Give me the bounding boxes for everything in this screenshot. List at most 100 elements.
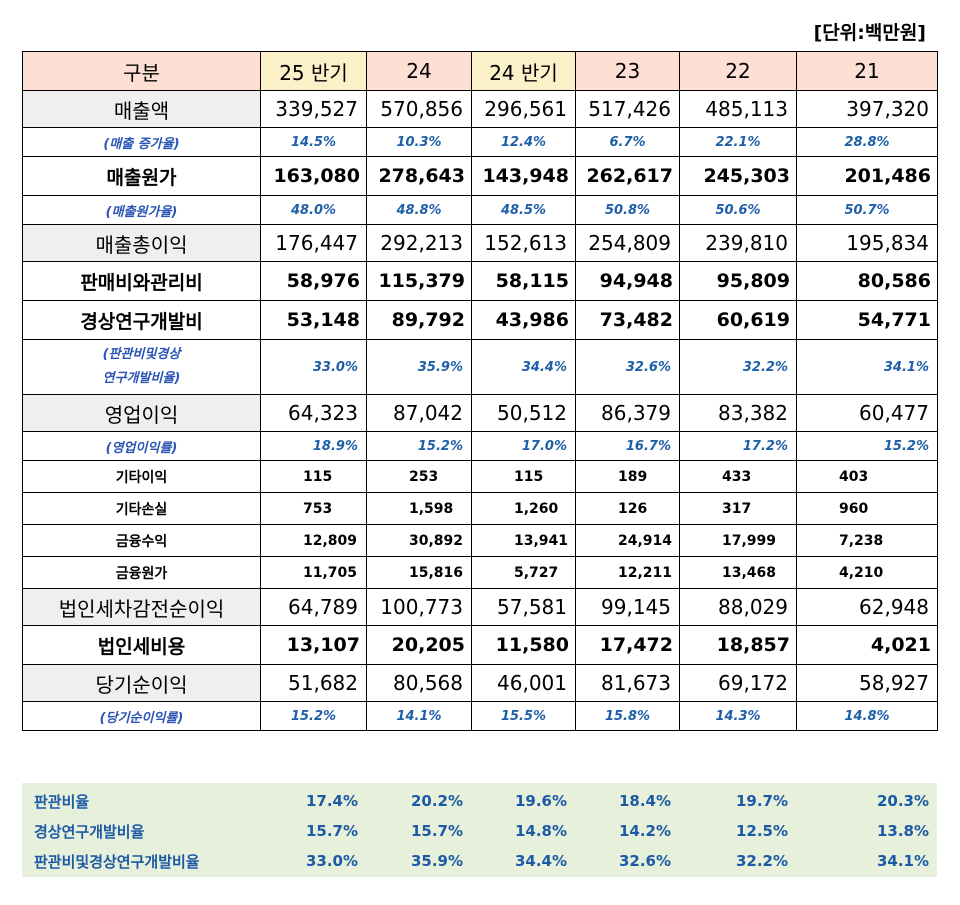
row-label: 금융수익	[22, 524, 261, 557]
row-gross-profit: 매출총이익 176,447 292,213 152,613 254,809 239,810…	[22, 224, 938, 262]
value-cell: 34.1%	[796, 339, 938, 395]
value-cell: 176,447	[260, 224, 367, 262]
value-cell: 15.8%	[575, 701, 680, 731]
value-cell: 13,941	[471, 524, 576, 557]
value-cell: 62,948	[796, 588, 938, 626]
row-label: 기타이익	[22, 460, 261, 493]
value-cell: 80,568	[366, 664, 472, 702]
value-cell: 570,856	[366, 90, 472, 128]
value-cell: 245,303	[679, 156, 797, 196]
row-finance-income: 금융수익 12,809 30,892 13,941 24,914 17,999 7,238	[22, 524, 938, 557]
value-cell: 50.8%	[575, 195, 680, 225]
row-label: 금융원가	[22, 556, 261, 589]
row-label: 매출액	[22, 90, 261, 128]
ratio-panel	[22, 783, 937, 877]
value-cell: 83,382	[679, 394, 797, 432]
value-cell: 32.6%	[575, 339, 680, 395]
value-cell: 339,527	[260, 90, 367, 128]
value-cell: 17.2%	[679, 431, 797, 461]
row-label: 판매비와관리비	[22, 261, 261, 301]
value-cell: 58,115	[471, 261, 576, 301]
row-label: (매출원가율)	[22, 195, 261, 225]
value-cell: 17.0%	[471, 431, 576, 461]
value-cell: 11,580	[471, 625, 576, 665]
value-cell: 13,107	[260, 625, 367, 665]
value-cell: 195,834	[796, 224, 938, 262]
row-label: 영업이익	[22, 394, 261, 432]
value-cell: 81,673	[575, 664, 680, 702]
value-cell: 24,914	[575, 524, 680, 557]
row-operating-income: 영업이익 64,323 87,042 50,512 86,379 83,382 60,477	[22, 394, 938, 432]
ratio-value: 32.6%	[618, 852, 671, 870]
value-cell: 15,816	[366, 556, 472, 589]
value-cell: 69,172	[679, 664, 797, 702]
row-other-loss: 기타손실 753 1,598 1,260 126 317 960	[22, 492, 938, 525]
value-cell: 58,927	[796, 664, 938, 702]
value-cell: 28.8%	[796, 127, 938, 157]
row-label: 경상연구개발비	[22, 300, 261, 340]
value-cell: 35.9%	[366, 339, 472, 395]
value-cell: 18.9%	[260, 431, 367, 461]
value-cell: 5,727	[471, 556, 576, 589]
ratio-table: 판관비율 17.4% 20.2% 19.6% 18.4% 19.7% 20.3% 경상연구개발…	[22, 786, 937, 876]
header-cell-23: 23	[575, 51, 680, 91]
value-cell: 201,486	[796, 156, 938, 196]
financial-table: 구분 25 반기 24 24 반기 23 22 21 매출액 339,527 570…	[22, 51, 938, 731]
ratio-value: 34.1%	[876, 852, 929, 870]
row-label: (영업이익률)	[22, 431, 261, 461]
value-cell: 50,512	[471, 394, 576, 432]
ratio-row-sga-rnd-ratio: 판관비및경상연구개발비율 33.0% 35.9% 34.4% 32.6% 32.2% 34.…	[22, 846, 937, 876]
value-cell: 517,426	[575, 90, 680, 128]
value-cell: 163,080	[260, 156, 367, 196]
value-cell: 296,561	[471, 90, 576, 128]
row-income-tax: 법인세비용 13,107 20,205 11,580 17,472 18,857 4,021	[22, 625, 938, 665]
row-net-margin: (당기순이익률) 15.2% 14.1% 15.5% 15.8% 14.3% 14.8%	[22, 701, 938, 731]
value-cell: 7,238	[796, 524, 938, 557]
value-cell: 87,042	[366, 394, 472, 432]
ratio-row-sga-ratio: 판관비율 17.4% 20.2% 19.6% 18.4% 19.7% 20.3%	[22, 786, 937, 816]
value-cell: 32.2%	[679, 339, 797, 395]
row-rnd: 경상연구개발비 53,148 89,792 43,986 73,482 60,619 54,…	[22, 300, 938, 340]
row-cost-of-sales: 매출원가 163,080 278,643 143,948 262,617 245,303 2…	[22, 156, 938, 196]
value-cell: 51,682	[260, 664, 367, 702]
row-label: 당기순이익	[22, 664, 261, 702]
value-cell: 99,145	[575, 588, 680, 626]
header-cell-24h: 24 반기	[471, 51, 576, 91]
ratio-label: 경상연구개발비율	[34, 822, 145, 841]
row-label: 법인세비용	[22, 625, 261, 665]
value-cell: 50.6%	[679, 195, 797, 225]
value-cell: 152,613	[471, 224, 576, 262]
value-cell: 89,792	[366, 300, 472, 340]
value-cell: 48.0%	[260, 195, 367, 225]
value-cell: 15.2%	[260, 701, 367, 731]
value-cell: 48.5%	[471, 195, 576, 225]
value-cell: 20,205	[366, 625, 472, 665]
row-operating-margin: (영업이익률) 18.9% 15.2% 17.0% 16.7% 17.2% 15.2%	[22, 431, 938, 461]
ratio-value: 18.4%	[618, 792, 671, 810]
ratio-value: 20.3%	[876, 792, 929, 810]
value-cell: 88,029	[679, 588, 797, 626]
value-cell: 115	[260, 460, 367, 493]
ratio-value: 14.2%	[618, 822, 671, 840]
ratio-value: 33.0%	[305, 852, 358, 870]
value-cell: 317	[679, 492, 797, 525]
row-label: 법인세차감전순이익	[22, 588, 261, 626]
value-cell: 15.2%	[366, 431, 472, 461]
value-cell: 753	[260, 492, 367, 525]
value-cell: 254,809	[575, 224, 680, 262]
value-cell: 960	[796, 492, 938, 525]
value-cell: 433	[679, 460, 797, 493]
ratio-value: 14.8%	[514, 822, 567, 840]
header-cell-21: 21	[796, 51, 938, 91]
header-cell-22: 22	[679, 51, 797, 91]
value-cell: 12,211	[575, 556, 680, 589]
value-cell: 48.8%	[366, 195, 472, 225]
value-cell: 60,477	[796, 394, 938, 432]
value-cell: 100,773	[366, 588, 472, 626]
value-cell: 126	[575, 492, 680, 525]
value-cell: 64,789	[260, 588, 367, 626]
ratio-value: 17.4%	[305, 792, 358, 810]
row-finance-cost: 금융원가 11,705 15,816 5,727 12,211 13,468 4,210	[22, 556, 938, 589]
value-cell: 34.4%	[471, 339, 576, 395]
value-cell: 292,213	[366, 224, 472, 262]
